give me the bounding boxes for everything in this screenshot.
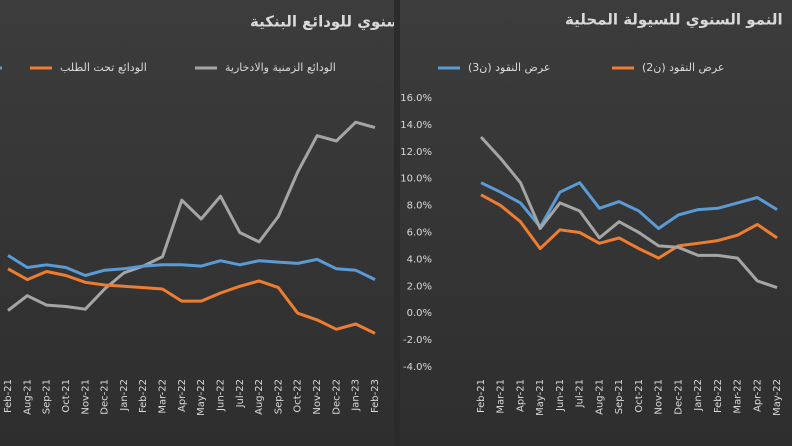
chart-left: النمو السنوي للودائع البنكية Feb-21 Aug-21…: [0, 13, 454, 416]
line-series: [7, 254, 376, 281]
y-tick-label: 16.0%: [400, 93, 432, 104]
panel: [0, 0, 394, 446]
panel: [400, 0, 792, 446]
chart-title: النمو السنوي للسيولة المحلية: [565, 11, 783, 30]
y-tick-label: 14.0%: [400, 120, 432, 131]
x-tick-label: Apr-22: [752, 379, 763, 412]
x-tick-label: Jan-23: [351, 379, 362, 412]
x-tick-label: Nov-21: [654, 379, 665, 415]
x-tick-label: Feb-22: [713, 379, 724, 413]
x-tick-label: Nov-22: [312, 379, 323, 415]
line-series: [7, 120, 376, 312]
x-tick-label: Apr-21: [515, 379, 526, 412]
y-tick-label: 4.0%: [407, 254, 432, 265]
x-tick-label: Aug-22: [254, 379, 265, 415]
line-series: [7, 267, 376, 335]
x-tick-label: Oct-21: [61, 379, 72, 413]
x-tick-label: Jan-22: [693, 379, 704, 412]
x-tick-label: Mar-22: [733, 379, 744, 414]
x-tick-label: Feb-23: [370, 379, 381, 413]
x-tick-label: Mar-22: [158, 379, 169, 414]
x-tick-label: Apr-22: [177, 379, 188, 412]
line-series: [480, 181, 778, 230]
y-tick-label: 0.0%: [407, 308, 432, 319]
y-tick-label: -2.0%: [403, 335, 432, 346]
y-tick-label: 8.0%: [407, 201, 432, 212]
x-tick-label: Feb-22: [138, 379, 149, 413]
x-tick-label: Oct-21: [634, 379, 645, 413]
x-tick-label: Sep-22: [273, 379, 284, 414]
y-tick-label: -4.0%: [403, 362, 432, 373]
x-tick-label: May-22: [772, 379, 783, 416]
x-tick-label: Dec-22: [331, 379, 342, 415]
chart-title: النمو السنوي للودائع البنكية: [250, 13, 454, 32]
y-tick-label: 6.0%: [407, 228, 432, 239]
x-tick-label: Sep-21: [42, 379, 53, 414]
legend-label: الودائع تحت الطلب: [60, 61, 147, 74]
y-tick-label: 10.0%: [400, 174, 432, 185]
x-tick-label: May-22: [196, 379, 207, 416]
x-tick-label: Oct-22: [293, 379, 304, 413]
x-tick-label: Mar-21: [496, 379, 507, 414]
x-tick-label: Jul-21: [575, 379, 586, 408]
x-tick-label: Nov-21: [80, 379, 91, 415]
chart-right: النمو السنوي للسيولة المحلية 16.0% 14.0% 12…: [400, 11, 783, 416]
x-tick-label: Jan-22: [119, 379, 130, 412]
line-series: [480, 193, 778, 260]
x-tick-label: Aug-21: [594, 379, 605, 415]
line-series: [479, 135, 778, 290]
x-tick-label: Sep-21: [614, 379, 625, 414]
legend-label: عرض النقود (ن2): [642, 61, 724, 74]
y-tick-label: 2.0%: [407, 281, 432, 292]
x-tick-label: Jun-22: [215, 379, 226, 412]
x-tick-label: Jul-22: [235, 379, 246, 408]
x-tick-label: Feb-21: [476, 379, 487, 413]
x-tick-label: Aug-21: [22, 379, 33, 415]
x-tick-label: Dec-21: [100, 379, 111, 415]
legend-label: عرض النقود (ن3): [468, 61, 550, 74]
x-tick-label: Dec-21: [673, 379, 684, 415]
y-tick-label: 12.0%: [400, 147, 432, 158]
x-tick-label: May-21: [535, 379, 546, 416]
legend-label: الودائع الزمنية والادخارية: [225, 61, 336, 74]
x-tick-label: Feb-21: [3, 379, 14, 413]
x-tick-label: Jun-21: [555, 379, 566, 412]
